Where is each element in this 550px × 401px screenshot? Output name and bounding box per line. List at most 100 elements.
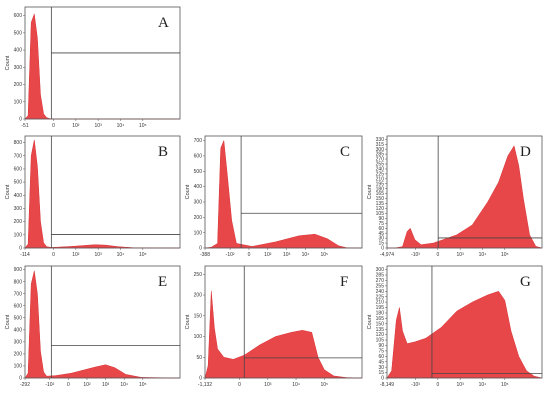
- y-tick-label-g: 150: [376, 321, 385, 327]
- y-tick-label-d: 330: [376, 137, 385, 143]
- y-tick-label-b: 700: [14, 153, 23, 159]
- y-tick-label-b: 400: [14, 193, 23, 199]
- y-tick-label-b: 800: [14, 140, 23, 146]
- panel-letter-f: F: [340, 274, 348, 290]
- panel-letter-e: E: [158, 274, 167, 290]
- y-tick-label-e: 400: [14, 327, 23, 333]
- y-tick-label-d: 165: [376, 191, 385, 197]
- y-tick-label-e: 800: [14, 279, 23, 285]
- histogram-area-b: [24, 139, 181, 249]
- x-tick-label-e: -10²: [45, 382, 54, 388]
- x-tick-label-c: 10⁴: [302, 252, 310, 258]
- panel-letter-b: B: [158, 144, 168, 160]
- y-tick-label-g: 255: [376, 283, 385, 289]
- y-axis-title-g: Count: [367, 314, 373, 329]
- y-axis-title-b: Count: [5, 184, 11, 199]
- y-tick-label-d: 120: [376, 206, 385, 212]
- y-axis-title-f: Count: [185, 314, 191, 329]
- x-tick-label-a: 10³: [95, 123, 103, 129]
- x-tick-label-d: 0: [436, 252, 439, 258]
- y-tick-label-e: 200: [14, 352, 23, 358]
- y-axis-title-d: Count: [367, 184, 373, 199]
- x-tick-label-b: 10³: [95, 252, 103, 258]
- x-tick-label-d: -10³: [411, 252, 420, 258]
- y-tick-label-c: 600: [194, 154, 203, 160]
- y-tick-label-g: 90: [378, 343, 384, 349]
- histogram-area-g: [386, 290, 543, 379]
- y-tick-label-f: 200: [194, 293, 203, 299]
- y-tick-label-a: 300: [14, 65, 23, 71]
- y-tick-label-d: 180: [376, 186, 385, 192]
- plot-frame-b: [24, 135, 181, 249]
- plot-frame-g: [386, 265, 543, 379]
- y-tick-label-d: 285: [376, 152, 385, 158]
- x-tick-label-g: -10³: [411, 382, 420, 388]
- x-tick-label-a: 10⁴: [117, 123, 125, 129]
- x-tick-label-g: -8,149: [380, 382, 394, 388]
- plot-frame-c: [204, 135, 363, 249]
- x-tick-label-b: 10⁴: [117, 252, 125, 258]
- x-tick-label-e: 10³: [102, 382, 110, 388]
- y-tick-label-b: 300: [14, 206, 23, 212]
- y-tick-label-d: 300: [376, 147, 385, 153]
- x-tick-label-a: 0: [52, 123, 55, 129]
- y-tick-label-a: 400: [14, 48, 23, 54]
- x-tick-label-f: -1,132: [198, 382, 212, 388]
- x-tick-label-e: 10⁵: [139, 382, 147, 388]
- x-tick-label-g: 10³: [457, 382, 465, 388]
- y-tick-label-g: 0: [381, 376, 384, 382]
- y-tick-label-d: 105: [376, 211, 385, 217]
- y-tick-label-c: 0: [199, 246, 202, 252]
- plot-frame-f: [204, 265, 363, 379]
- y-tick-label-c: 200: [194, 215, 203, 221]
- y-tick-label-g: 15: [378, 370, 384, 376]
- x-tick-label-c: 10³: [283, 252, 291, 258]
- y-tick-label-c: 500: [194, 169, 203, 175]
- panel-c: C 0 100 200 300 400 500 600 700 Count -388 -10² 0 10²…: [185, 135, 363, 258]
- y-tick-label-d: 240: [376, 167, 385, 173]
- x-tick-label-f: 0: [238, 382, 241, 388]
- y-tick-label-g: 165: [376, 316, 385, 322]
- x-tick-label-a: 10⁵: [139, 123, 147, 129]
- y-tick-label-g: 285: [376, 273, 385, 279]
- x-tick-label-c: -388: [200, 252, 210, 258]
- y-tick-label-g: 135: [376, 327, 385, 333]
- x-tick-label-d: -4,974: [380, 252, 394, 258]
- y-tick-label-c: 300: [194, 200, 203, 206]
- y-tick-label-c: 400: [194, 184, 203, 190]
- histogram-area-f: [204, 290, 363, 379]
- y-tick-label-g: 75: [378, 349, 384, 355]
- x-tick-label-e: 10⁴: [120, 382, 128, 388]
- x-tick-label-d: 10⁴: [479, 252, 487, 258]
- x-tick-label-g: 0: [436, 382, 439, 388]
- y-tick-label-c: 100: [194, 230, 203, 236]
- y-tick-label-a: 600: [14, 13, 23, 19]
- x-tick-label-b: 10²: [72, 252, 80, 258]
- panel-d: D015304560759010512013515016518019521022…: [367, 135, 543, 258]
- y-tick-label-f: 100: [194, 334, 203, 340]
- plot-frame-a: [24, 6, 181, 120]
- plot-frame-e: [24, 265, 181, 379]
- panel-letter-d: D: [520, 144, 531, 160]
- x-tick-label-b: -114: [20, 252, 30, 258]
- y-tick-label-g: 105: [376, 338, 385, 344]
- y-tick-label-d: 195: [376, 181, 385, 187]
- y-tick-label-d: 210: [376, 176, 385, 182]
- y-tick-label-a: 500: [14, 30, 23, 36]
- y-tick-label-d: 225: [376, 171, 385, 177]
- panel-letter-g: G: [520, 274, 531, 290]
- y-tick-label-e: 300: [14, 339, 23, 345]
- x-tick-label-c: 10²: [264, 252, 272, 258]
- histogram-area-a: [24, 13, 180, 120]
- x-tick-label-a: -51: [21, 123, 28, 129]
- y-tick-label-d: 45: [378, 231, 384, 237]
- y-tick-label-g: 225: [376, 294, 385, 300]
- x-tick-label-e: 10²: [83, 382, 91, 388]
- panel-letter-c: C: [340, 144, 350, 160]
- y-tick-label-d: 315: [376, 142, 385, 148]
- x-tick-label-e: -292: [20, 382, 30, 388]
- y-axis-title-c: Count: [185, 184, 191, 199]
- x-tick-label-d: 10³: [457, 252, 465, 258]
